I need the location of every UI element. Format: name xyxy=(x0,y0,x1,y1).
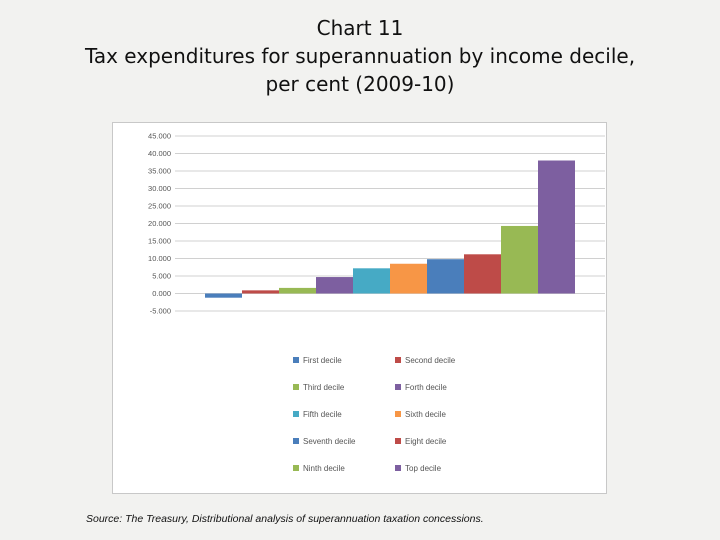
y-tick-label: 20.000 xyxy=(148,219,171,228)
legend-swatch xyxy=(395,384,401,390)
bar-chart: 45.000 40.000 35.000 30.000 25.000 20.000 15.0… xyxy=(148,132,605,316)
legend-swatch xyxy=(293,465,299,471)
legend-swatch xyxy=(293,411,299,417)
bar-top-decile xyxy=(538,160,575,294)
legend-item: Fifth decile xyxy=(293,407,395,421)
legend-item: Ninth decile xyxy=(293,461,395,475)
y-tick-label: 30.000 xyxy=(148,184,171,193)
chart-number: Chart 11 xyxy=(316,16,404,40)
legend-swatch xyxy=(395,357,401,363)
legend-label: Forth decile xyxy=(405,382,447,392)
legend-label: Sixth decile xyxy=(405,409,446,419)
y-tick-label: 0.000 xyxy=(152,289,171,298)
y-tick-label: 45.000 xyxy=(148,132,171,141)
chart-area: 45.000 40.000 35.000 30.000 25.000 20.000 15.0… xyxy=(112,122,607,494)
chart-title-line: per cent (2009-10) xyxy=(265,72,455,96)
y-tick-label: 5.000 xyxy=(152,272,171,281)
source-note: Source: The Treasury, Distributional ana… xyxy=(86,513,484,525)
legend-swatch xyxy=(293,357,299,363)
y-tick-label: -5.000 xyxy=(150,307,171,316)
legend-label: First decile xyxy=(303,355,342,365)
legend-label: Ninth decile xyxy=(303,463,345,473)
bar-forth-decile xyxy=(316,277,353,294)
y-tick-label: 25.000 xyxy=(148,202,171,211)
y-tick-label: 35.000 xyxy=(148,167,171,176)
legend-swatch xyxy=(395,438,401,444)
legend-item: Seventh decile xyxy=(293,434,395,448)
bar-third-decile xyxy=(279,287,316,294)
legend-item: Top decile xyxy=(395,461,493,475)
legend-item: Eight decile xyxy=(395,434,493,448)
bar-fifth-decile xyxy=(353,268,390,294)
bar-second-decile xyxy=(242,290,279,294)
bar-seventh-decile xyxy=(427,259,464,294)
legend-label: Seventh decile xyxy=(303,436,356,446)
legend-label: Eight decile xyxy=(405,436,447,446)
legend-item: Second decile xyxy=(395,353,493,367)
legend-label: Top decile xyxy=(405,463,442,473)
legend-item: Third decile xyxy=(293,380,395,394)
bar-ninth-decile xyxy=(501,225,538,294)
chart-title: Chart 11 Tax expenditures for superannua… xyxy=(0,14,720,98)
legend-label: Third decile xyxy=(303,382,345,392)
y-tick-label: 15.000 xyxy=(148,237,171,246)
legend-item: Forth decile xyxy=(395,380,493,394)
legend-swatch xyxy=(293,438,299,444)
legend-label: Second decile xyxy=(405,355,456,365)
legend: First decile Second decile Third decile For… xyxy=(293,353,493,475)
chart-title-line: Tax expenditures for superannuation by i… xyxy=(84,44,636,68)
y-tick-label: 10.000 xyxy=(148,254,171,263)
legend-label: Fifth decile xyxy=(303,409,342,419)
legend-swatch xyxy=(395,411,401,417)
bar-eight-decile xyxy=(464,254,501,294)
bar-first-decile xyxy=(205,293,242,298)
legend-swatch xyxy=(395,465,401,471)
legend-item: First decile xyxy=(293,353,395,367)
y-tick-label: 40.000 xyxy=(148,149,171,158)
legend-item: Sixth decile xyxy=(395,407,493,421)
bar-sixth-decile xyxy=(390,263,427,294)
legend-swatch xyxy=(293,384,299,390)
